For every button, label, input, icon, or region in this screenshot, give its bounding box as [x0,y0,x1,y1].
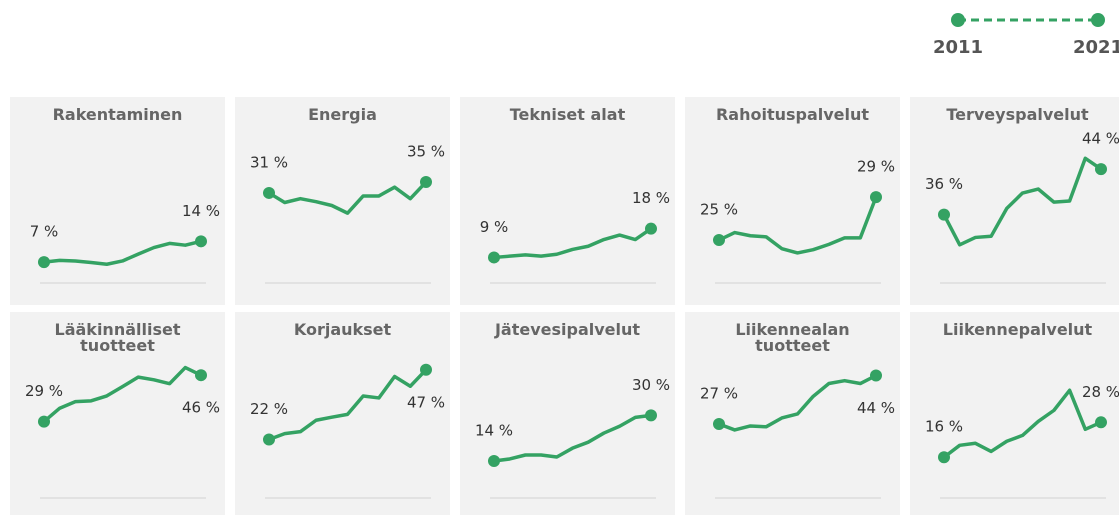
endpoint-dot [1095,163,1107,176]
panel-title: Rahoituspalvelut [715,105,870,124]
endpoint-dot [645,222,657,235]
panel: 36 % 44 % Terveyspalvelut [910,97,1119,305]
panel: 14 % 30 % Jätevesipalvelut [460,312,675,515]
panel-title: Rakentaminen [52,105,183,124]
panel-chart: 9 % 18 % [480,189,670,284]
value-label: 44 % [1082,130,1119,148]
panel-chart: 16 % 28 % [925,383,1119,499]
series-line [268,180,428,215]
value-label: 18 % [632,189,670,207]
panel-chart: 36 % 44 % [925,130,1119,284]
series-line [42,365,202,423]
endpoint-dot [488,454,500,467]
value-label: 25 % [700,201,738,219]
panel-chart: 25 % 29 % [700,158,895,284]
panel: 27 % 44 % Liikennealan tuotteet [685,312,900,515]
panel: 31 % 35 % Energia [235,97,450,305]
endpoint-dot [1095,416,1107,429]
value-label: 16 % [925,418,963,436]
panel-chart: 14 % 30 % [475,376,670,499]
panel-title: Korjaukset [293,320,392,339]
panel-chart: 27 % 44 % [700,369,895,499]
endpoint-dot [713,417,725,430]
legend: 2011 2021 [933,13,1119,58]
endpoint-dot [195,369,207,382]
endpoint-dot [938,451,950,464]
series-line [268,368,428,442]
panel-title: Terveyspalvelut [946,105,1089,124]
endpoint-dot [263,433,275,446]
value-label: 22 % [250,400,288,418]
legend-label: 2011 [933,37,983,58]
endpoint-dot [938,208,950,221]
endpoint-dot [488,251,500,264]
value-label: 7 % [30,223,59,241]
value-label: 35 % [407,143,445,161]
value-label: 30 % [632,376,670,394]
series-line [942,156,1102,247]
series-line [43,239,202,266]
panel-chart: 22 % 47 % [250,363,445,499]
value-label: 29 % [25,382,63,400]
endpoint-dot [420,176,432,189]
value-label: 28 % [1082,383,1119,401]
panel-title: Lääkinnälliset tuotteet [54,320,181,355]
value-label: 9 % [480,218,509,236]
endpoint-dot [713,234,725,247]
value-label: 29 % [857,158,895,176]
endpoint-dot [195,235,207,248]
legend-dot [1091,13,1105,27]
panel: 7 % 14 % Rakentaminen [10,97,225,305]
panel: 9 % 18 % Tekniset alat [460,97,675,305]
panel: 22 % 47 % Korjaukset [235,312,450,515]
endpoint-dot [420,363,432,376]
legend-label: 2021 [1073,37,1119,58]
panel-chart: 29 % 46 % [25,365,220,499]
endpoint-dot [870,369,882,382]
value-label: 14 % [475,421,513,439]
panel: 29 % 46 % Lääkinnälliset tuotteet [10,312,225,515]
panel-chart: 31 % 35 % [250,143,445,284]
series-line [942,388,1102,459]
panel-title: Liikennealan tuotteet [735,320,850,355]
panel-chart: 7 % 14 % [30,202,220,284]
endpoint-dot [38,256,50,269]
series-line [718,196,878,255]
value-label: 36 % [925,175,963,193]
endpoint-dot [263,186,275,199]
series-line [493,413,652,463]
panel-title: Liikennepalvelut [942,320,1093,339]
value-label: 44 % [857,399,895,417]
series-line [718,373,877,432]
value-label: 31 % [250,153,288,171]
value-label: 14 % [182,202,220,220]
panel-title: Jätevesipalvelut [494,320,641,339]
panel-title: Tekniset alat [509,105,626,124]
value-label: 27 % [700,384,738,402]
endpoint-dot [870,191,882,204]
panel-title: Energia [308,105,377,124]
panel: 16 % 28 % Liikennepalvelut [910,312,1119,515]
value-label: 46 % [182,399,220,417]
value-label: 47 % [407,393,445,411]
endpoint-dot [38,415,50,428]
series-line [493,227,652,260]
panel: 25 % 29 % Rahoituspalvelut [685,97,900,305]
endpoint-dot [645,409,657,422]
legend-dot [951,13,965,27]
